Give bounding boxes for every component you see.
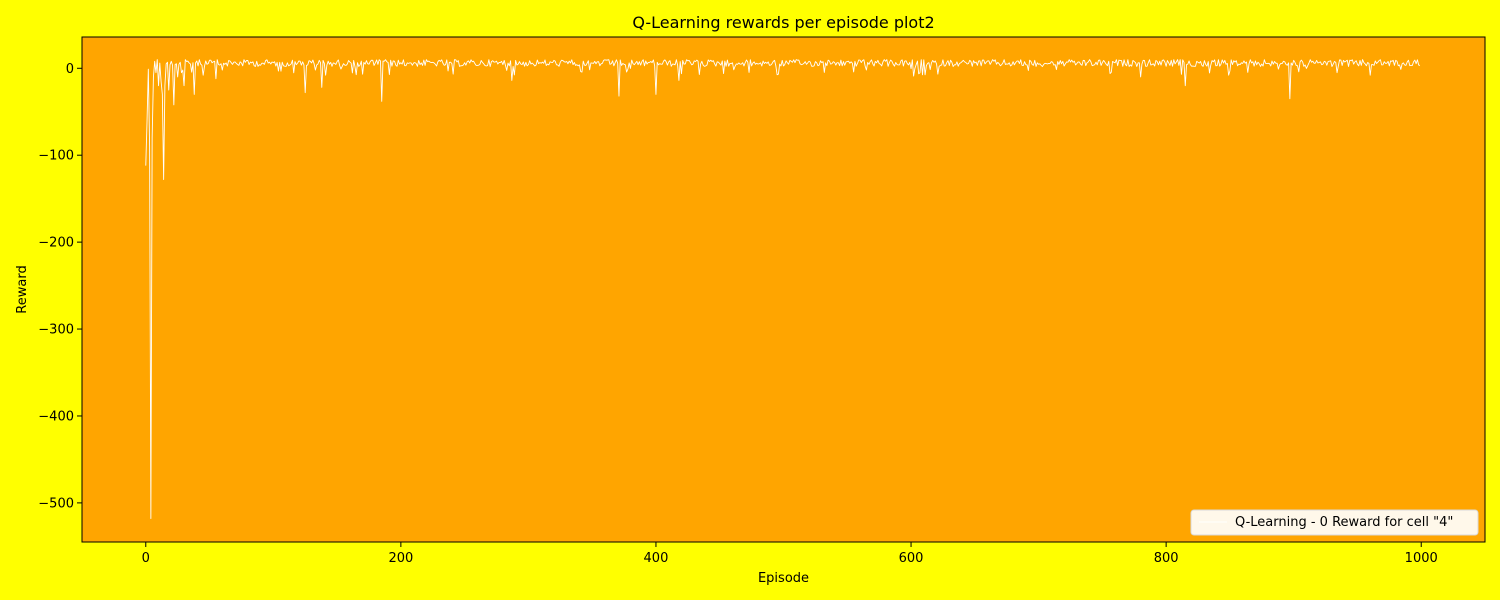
x-tick-label: 400 — [644, 551, 669, 566]
x-axis-title: Episode — [758, 571, 809, 586]
y-tick-label: −100 — [38, 149, 74, 164]
y-tick-label: −400 — [38, 409, 74, 424]
series-line — [145, 59, 1421, 519]
x-tick-label: 600 — [899, 551, 924, 566]
chart-title: Q-Learning rewards per episode plot2 — [632, 13, 934, 32]
x-tick-label: 800 — [1154, 551, 1179, 566]
y-axis-ticks: 0 −100 −200 −300 −400 −500 — [38, 62, 82, 511]
y-axis-title: Reward — [15, 265, 30, 313]
x-tick-label: 0 — [142, 551, 150, 566]
series-layer — [145, 59, 1421, 519]
x-tick-label: 200 — [388, 551, 413, 566]
plot-area — [81, 36, 1486, 543]
y-tick-label: −300 — [38, 323, 74, 338]
y-tick-label: 0 — [66, 62, 74, 77]
y-tick-label: −500 — [38, 496, 74, 511]
x-tick-label: 1000 — [1405, 551, 1438, 566]
legend-box — [1190, 509, 1479, 536]
legend-label: Q-Learning - 0 Reward for cell "4" — [1235, 515, 1453, 530]
y-tick-label: −200 — [38, 236, 74, 251]
legend: Q-Learning - 0 Reward for cell "4" — [1190, 509, 1479, 536]
x-axis-ticks: 0 200 400 600 800 1000 — [142, 542, 1438, 566]
plot-frame — [81, 36, 1486, 543]
